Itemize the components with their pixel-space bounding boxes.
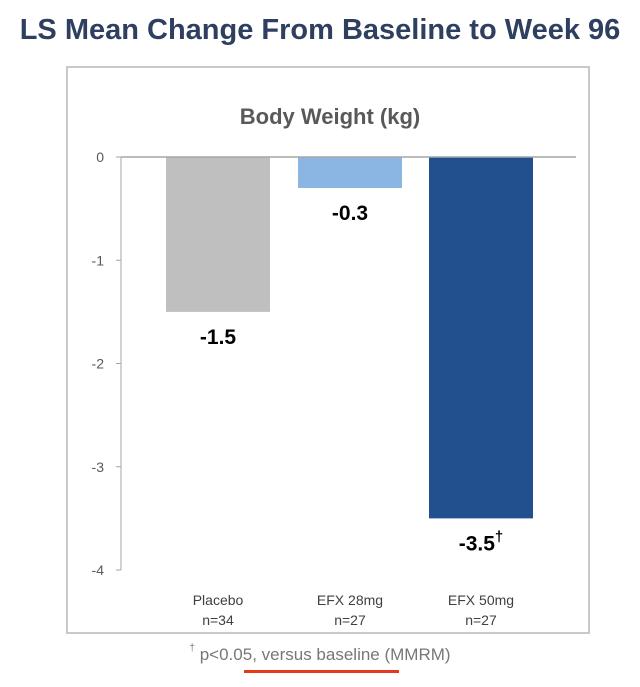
chart-title: Body Weight (kg) [240,104,420,129]
bar-value-label: -0.3 [332,202,368,225]
footnote-underline [244,670,399,673]
x-category-label: EFX 50mg [448,592,514,608]
bar-placebo [166,157,270,312]
chart-panel: Body Weight (kg) 0 -1 -2 -3 -4 -1.5 Placebo n=3… [66,66,590,634]
bar-efx-50mg [429,157,533,519]
bar-value-label: -3.5† [459,528,504,555]
y-tick-label: -4 [92,562,105,578]
y-tick-label: -2 [92,356,105,372]
footnote-dagger: † [189,643,195,655]
x-category-label: Placebo [193,592,244,608]
y-tick-label: 0 [96,149,104,165]
footnote-text: p<0.05, versus baseline (MMRM) [199,645,451,664]
y-tick-label: -3 [92,459,105,475]
bar-value-label: -1.5 [200,326,237,349]
x-category-n-label: n=27 [465,612,497,628]
x-category-label: EFX 28mg [317,592,383,608]
x-category-n-label: n=34 [202,612,234,628]
footnote: † p<0.05, versus baseline (MMRM) [0,643,640,665]
bar-efx-28mg [298,157,402,188]
bar-chart: Body Weight (kg) 0 -1 -2 -3 -4 -1.5 Placebo n=3… [92,104,576,628]
page-title: LS Mean Change From Baseline to Week 96 [19,14,621,46]
y-tick-label: -1 [92,252,105,268]
significance-dagger: † [495,528,503,545]
x-category-n-label: n=27 [334,612,366,628]
